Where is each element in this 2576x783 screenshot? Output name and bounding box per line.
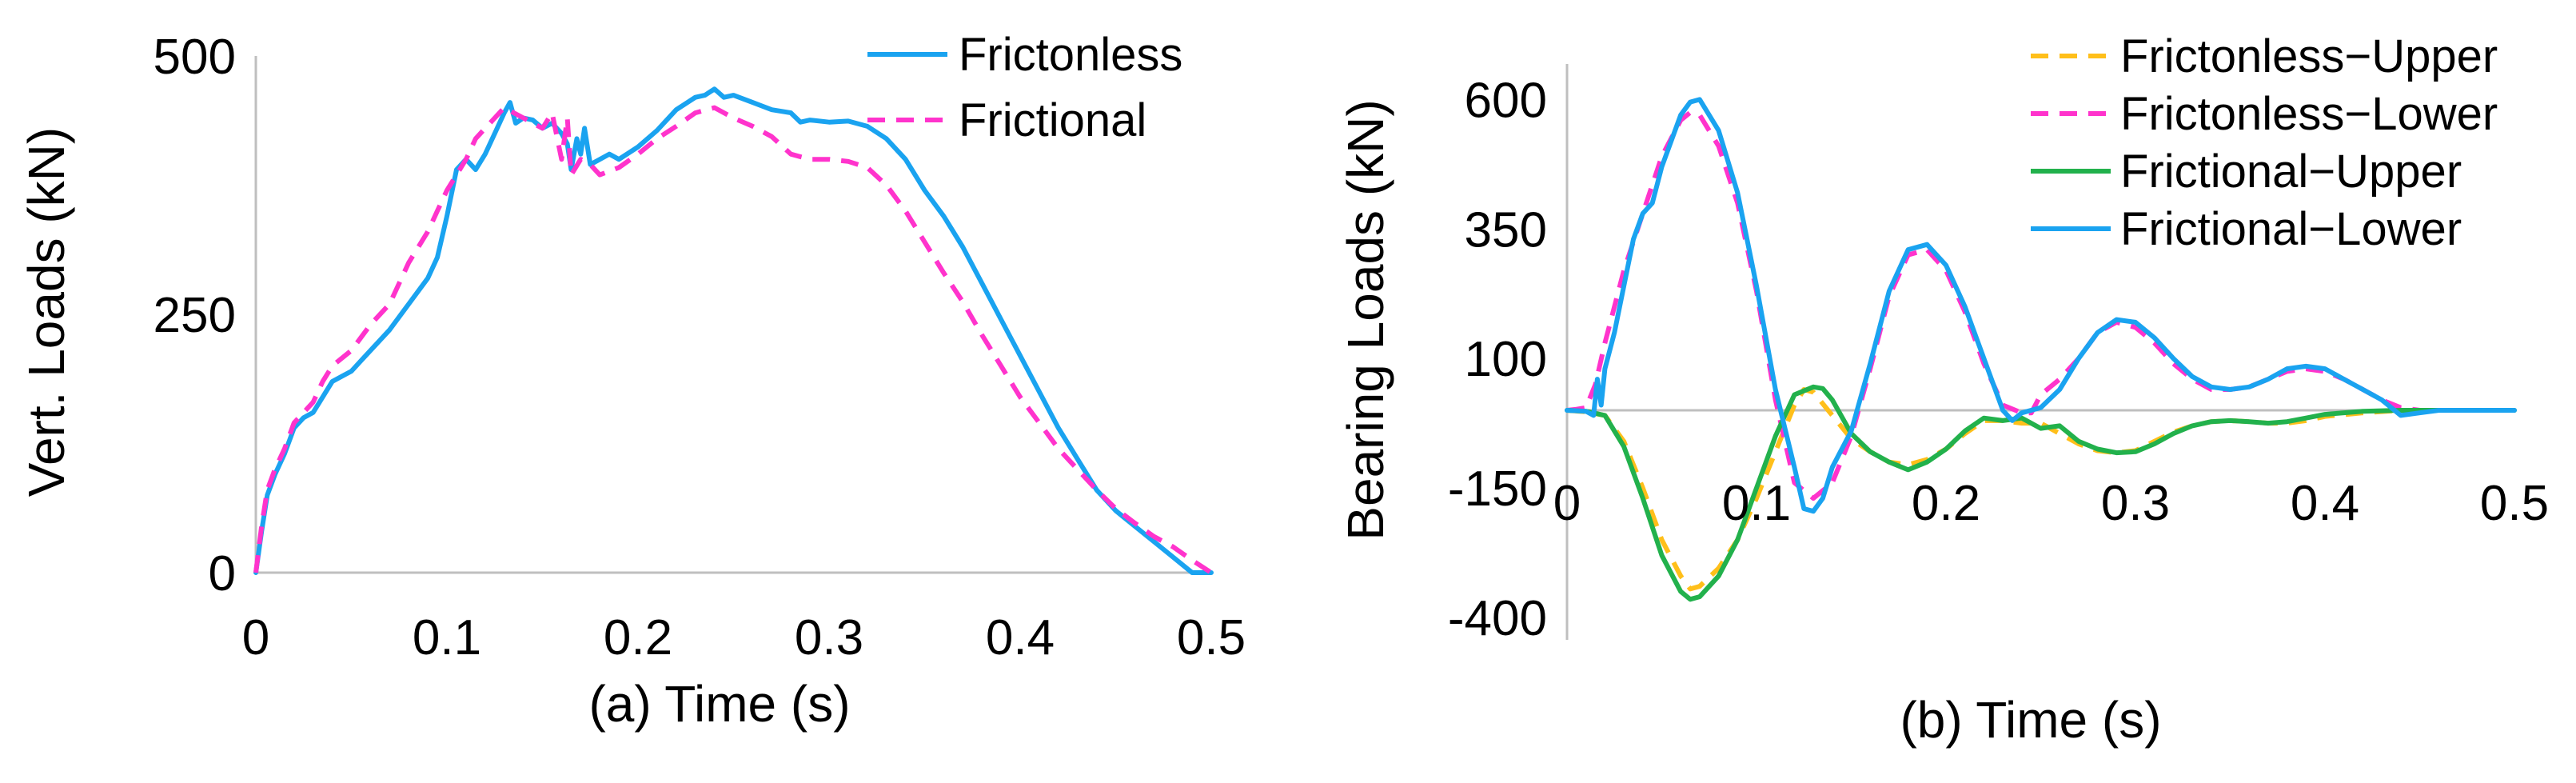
chart-a-y-tick-label: 250 (154, 288, 236, 343)
chart-a-x-tick-label: 0.1 (413, 610, 481, 665)
chart-b-y-tick-label: -400 (1448, 591, 1547, 646)
chart-b-x-tick-label: 0.2 (1912, 476, 1980, 531)
chart-a-x-tick-label: 0.3 (795, 610, 863, 665)
chart-a-series-frictonless (253, 86, 1214, 575)
chart-b-y-axis-label: Bearing Loads (kN) (1337, 99, 1394, 540)
chart-a: 0 0.1 0.2 0.3 0.4 0.5 0 250 500 (a) Time (s) Ve… (18, 29, 1246, 733)
chart-b-x-tick-label: 0.1 (1722, 476, 1791, 531)
chart-b-legend: Frictonless−Upper Frictonless−Lower Fricti… (2031, 30, 2498, 255)
chart-b-series-frictonless-upper (1566, 387, 2514, 592)
chart-b-legend-label-frictional-lower: Frictional−Lower (2120, 203, 2462, 255)
chart-a-legend-label-frictional: Frictional (959, 94, 1146, 146)
chart-a-series-frictional (253, 105, 1213, 575)
chart-a-y-axis-label: Vert. Loads (kN) (18, 127, 75, 497)
chart-a-x-tick-label: 0 (242, 610, 269, 665)
chart-b-legend-label-frictonless-upper: Frictonless−Upper (2120, 30, 2498, 82)
chart-a-x-tick-labels: 0 0.1 0.2 0.3 0.4 0.5 (242, 610, 1246, 665)
chart-b-x-tick-labels: 0 0.1 0.2 0.3 0.4 0.5 (1553, 476, 2549, 531)
chart-b-y-tick-labels: -400 -150 100 350 600 (1448, 73, 1547, 646)
chart-a-y-tick-labels: 0 250 500 (154, 30, 236, 601)
chart-b-y-tick-label: -150 (1448, 461, 1547, 517)
chart-b-series-frictional-upper (1565, 384, 2517, 602)
chart-a-legend: Frictonless Frictional (867, 29, 1182, 146)
chart-b-series-frictional-lower (1565, 97, 2517, 514)
chart-b-x-axis-label: (b) Time (s) (1900, 691, 2161, 749)
chart-b-series-group (1565, 97, 2517, 602)
chart-a-y-tick-label: 0 (209, 546, 236, 601)
chart-b-x-tick-label: 0 (1553, 476, 1581, 531)
chart-b-legend-label-frictonless-lower: Frictonless−Lower (2120, 88, 2498, 140)
chart-a-series-group (253, 86, 1214, 575)
chart-b: 0 0.1 0.2 0.3 0.4 0.5 -400 -150 100 350 600 (b) T… (1337, 30, 2549, 749)
chart-b-legend-label-frictional-upper: Frictional−Upper (2120, 146, 2462, 198)
chart-a-x-tick-label: 0.2 (604, 610, 672, 665)
chart-b-x-tick-label: 0.3 (2101, 476, 2170, 531)
chart-a-x-axis-label: (a) Time (s) (588, 675, 850, 733)
chart-b-y-tick-label: 100 (1465, 332, 1547, 387)
chart-b-y-tick-label: 350 (1465, 202, 1547, 258)
chart-a-legend-label-frictonless: Frictonless (959, 29, 1182, 81)
chart-a-x-tick-label: 0.5 (1177, 610, 1246, 665)
chart-b-y-tick-label: 600 (1465, 73, 1547, 128)
chart-a-y-tick-label: 500 (154, 30, 236, 85)
chart-b-x-tick-label: 0.4 (2291, 476, 2359, 531)
chart-b-x-tick-label: 0.5 (2480, 476, 2549, 531)
chart-a-x-tick-label: 0.4 (986, 610, 1055, 665)
